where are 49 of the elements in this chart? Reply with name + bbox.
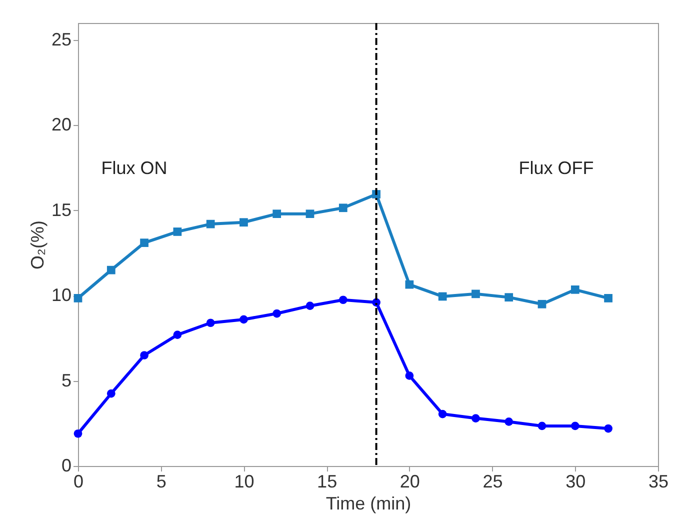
y-tick-label: 5 (61, 370, 72, 390)
point (604, 424, 612, 433)
point (306, 210, 314, 218)
y-tick-label: 25 (51, 30, 72, 50)
y-tick-label: 0 (61, 456, 72, 476)
point (570, 285, 580, 294)
point (438, 292, 447, 301)
point (604, 294, 612, 302)
point (405, 280, 414, 289)
point (206, 220, 215, 228)
point (106, 266, 116, 274)
x-tick-label: 35 (648, 472, 669, 492)
y-tick-label: 15 (51, 200, 72, 220)
point (570, 422, 580, 430)
x-tick-label: 15 (317, 472, 338, 492)
point (338, 296, 348, 304)
x-tick-label: 20 (400, 472, 420, 492)
y-axis-title: O₂(%) (27, 220, 48, 270)
point (472, 414, 480, 422)
point (405, 372, 414, 380)
point (74, 294, 82, 302)
x-axis-title: Time (min) (326, 494, 412, 514)
x-tick-label: 25 (482, 472, 503, 492)
point (272, 309, 282, 318)
annotation: Flux OFF (518, 158, 594, 178)
point (240, 315, 248, 324)
point (140, 238, 148, 247)
point (338, 204, 348, 212)
point (438, 410, 447, 418)
point (173, 330, 182, 339)
point (240, 218, 248, 227)
x-tick-label: 30 (566, 472, 586, 492)
point (206, 318, 215, 328)
point (504, 418, 514, 426)
point (140, 351, 148, 360)
point (306, 302, 314, 310)
point (106, 389, 116, 398)
x-tick-label: 10 (234, 472, 254, 492)
annotation: Flux ON (101, 158, 168, 178)
point (173, 228, 182, 236)
y-tick-label: 10 (51, 285, 72, 306)
point (538, 422, 546, 430)
x-tick-label: 5 (156, 472, 166, 492)
point (472, 290, 480, 298)
point (272, 210, 282, 218)
point (74, 429, 82, 438)
point (504, 293, 514, 302)
point (538, 300, 546, 308)
y-tick-label: 20 (51, 114, 72, 135)
